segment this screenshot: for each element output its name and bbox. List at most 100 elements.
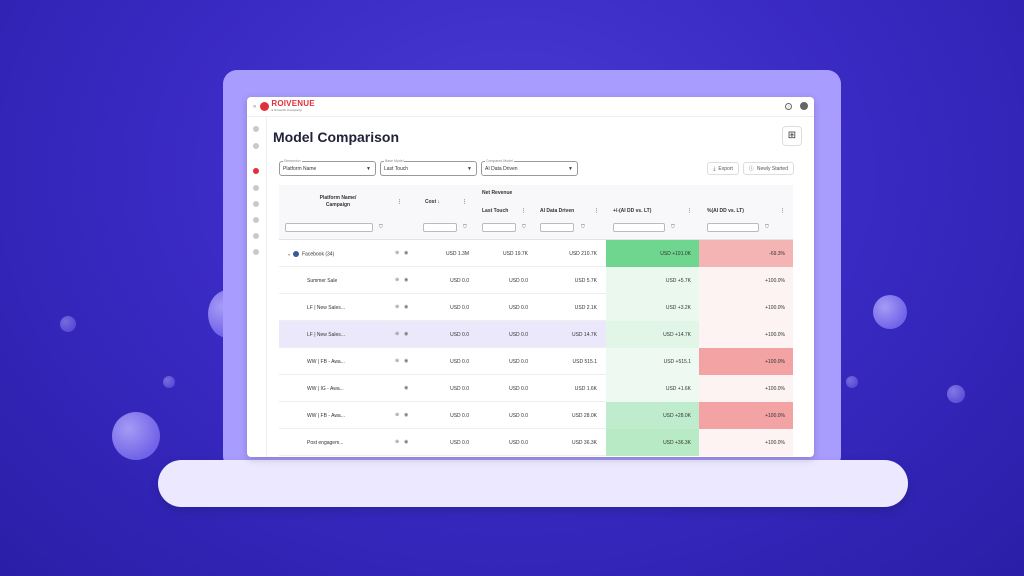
info-icon: ⓘ <box>748 166 754 172</box>
logo-icon <box>260 102 270 111</box>
newly-started-button[interactable]: ⓘ Newly Started <box>742 162 794 175</box>
link-icon[interactable]: ⊕ <box>395 277 400 283</box>
last-touch-cell: USD 0.0 <box>509 332 528 338</box>
compared-model-select[interactable]: Compared Model AI Data Driven ▼ <box>481 159 578 176</box>
col-header-net-revenue: Net Revenue <box>482 190 513 196</box>
model-selectors: Dimension Platform Name ▼ Base Model Las… <box>279 159 578 176</box>
base-model-select[interactable]: Base Model Last Touch ▼ <box>380 159 477 176</box>
table-row[interactable]: Summer Sale ⊕ ◉ USD 0.0 USD 0.0 USD 5.7K… <box>279 267 793 294</box>
filter-input-platform[interactable] <box>285 223 373 232</box>
table-row[interactable]: LF | New Sales... ⊕ ◉ USD 0.0 USD 0.0 US… <box>279 321 793 348</box>
filter-icon[interactable]: ⛉ <box>765 224 769 230</box>
filter-icon[interactable]: ⛉ <box>671 224 675 230</box>
sidebar-item-icon[interactable] <box>253 168 259 174</box>
last-touch-cell: USD 0.0 <box>509 359 528 365</box>
sidebar-item-icon[interactable] <box>253 217 259 223</box>
pct-cell-bg <box>699 240 793 267</box>
sidebar-item-icon[interactable] <box>253 185 259 191</box>
link-icon[interactable]: ⊕ <box>395 304 400 310</box>
laptop-base <box>158 460 908 507</box>
export-button[interactable]: ⤓ Export <box>707 162 739 175</box>
row-name: Summer Sale <box>307 278 338 284</box>
col-header-pct[interactable]: %(AI DD vs. LT) <box>707 208 744 214</box>
view-icon[interactable]: ◉ <box>404 331 409 337</box>
column-menu-icon[interactable]: ⋮ <box>780 208 785 214</box>
cost-cell: USD 0.0 <box>450 359 469 365</box>
column-menu-icon[interactable]: ⋮ <box>687 208 692 214</box>
link-icon[interactable]: ⊕ <box>395 439 400 445</box>
link-icon[interactable]: ⊕ <box>395 358 400 364</box>
table-row[interactable]: Post engagem... ⊕ ◉ USD 0.0 USD 0.0 USD … <box>279 429 793 456</box>
link-icon[interactable]: ⊕ <box>395 331 400 337</box>
table-row[interactable]: WW | FB - Awa... ⊕ ◉ USD 0.0 USD 0.0 USD… <box>279 402 793 429</box>
filter-icon[interactable]: ⛉ <box>379 224 383 230</box>
filter-icon[interactable]: ⛉ <box>581 224 585 230</box>
column-menu-icon[interactable]: ⋮ <box>462 199 467 205</box>
column-menu-icon[interactable]: ⋮ <box>397 199 402 205</box>
view-icon[interactable]: ◉ <box>404 277 409 283</box>
filter-input-delta[interactable] <box>613 223 665 232</box>
filter-input-ai[interactable] <box>540 223 574 232</box>
view-icon[interactable]: ◉ <box>404 439 409 445</box>
help-icon[interactable]: ? <box>785 102 792 110</box>
col-header-last-touch[interactable]: Last Touch <box>482 208 509 214</box>
delta-cell-bg <box>606 321 699 348</box>
brand-logo[interactable]: ROIVENUE a Growth Company <box>260 99 315 114</box>
row-name: LF | New Sales... <box>307 305 345 311</box>
sidebar-item-icon[interactable] <box>253 201 259 207</box>
link-icon[interactable]: ⊕ <box>395 412 400 418</box>
link-icon[interactable]: ⊕ <box>395 250 400 256</box>
caret-down-icon: ▼ <box>467 166 472 172</box>
view-icon[interactable]: ◉ <box>404 358 409 364</box>
sidebar-item-icon[interactable] <box>253 249 259 255</box>
view-icon[interactable]: ◉ <box>404 412 409 418</box>
ai-cell: USD 1.6K <box>574 386 597 392</box>
bg-bubble <box>947 385 965 403</box>
bg-bubble <box>846 376 858 388</box>
pct-cell: +100.0% <box>765 278 785 284</box>
layout-settings-button[interactable]: ⊞ <box>782 126 802 146</box>
last-touch-cell: USD 0.0 <box>509 440 528 446</box>
row-name[interactable]: ⌄ Facebook (34) <box>287 251 335 258</box>
column-menu-icon[interactable]: ⋮ <box>521 208 526 214</box>
download-icon: ⤓ <box>713 165 716 172</box>
sidebar-item-icon[interactable] <box>253 143 259 149</box>
cost-cell: USD 1.3M <box>445 251 469 257</box>
sidebar-item-icon[interactable] <box>253 126 259 132</box>
table-row[interactable]: WW | IG - Awa... ◉ USD 0.0 USD 0.0 USD 1… <box>279 375 793 402</box>
chevron-down-icon[interactable]: ⌄ <box>287 251 292 258</box>
sidebar-item-icon[interactable] <box>253 233 259 239</box>
avatar[interactable] <box>800 102 808 110</box>
caret-down-icon: ▼ <box>568 166 573 172</box>
col-header-ai-data-driven[interactable]: AI Data Driven <box>540 208 575 214</box>
app-window: « ROIVENUE a Growth Company ? Model Comp… <box>247 97 814 457</box>
table-row[interactable]: ⌄ Facebook (34) ⊕ ◉ USD 1.3M USD 19.7K U… <box>279 240 793 267</box>
view-icon[interactable]: ◉ <box>404 385 409 391</box>
view-icon[interactable]: ◉ <box>404 304 409 310</box>
dimension-select[interactable]: Dimension Platform Name ▼ <box>279 159 376 176</box>
sidebar <box>247 117 267 457</box>
row-name: WW | IG - Awa... <box>307 386 344 392</box>
cost-cell: USD 0.0 <box>450 386 469 392</box>
table-row[interactable]: LF | New Sales... ⊕ ◉ USD 0.0 USD 0.0 US… <box>279 294 793 321</box>
table-row[interactable]: WW | FB - Awa... ⊕ ◉ USD 0.0 USD 0.0 USD… <box>279 348 793 375</box>
column-menu-icon[interactable]: ⋮ <box>594 208 599 214</box>
filter-icon[interactable]: ⛉ <box>522 224 526 230</box>
delta-cell: USD +1.6K <box>665 386 691 392</box>
col-header-cost[interactable]: Cost ↓ <box>425 199 441 205</box>
filter-input-pct[interactable] <box>707 223 759 232</box>
filter-icon[interactable]: ⛉ <box>463 224 467 230</box>
collapse-icon[interactable]: « <box>253 103 257 110</box>
cost-cell: USD 0.0 <box>450 440 469 446</box>
delta-cell-bg <box>606 267 699 294</box>
delta-cell-bg <box>606 429 699 456</box>
filter-input-last-touch[interactable] <box>482 223 516 232</box>
ai-cell: USD 210.7K <box>569 251 597 257</box>
view-icon[interactable]: ◉ <box>404 250 409 256</box>
col-header-delta[interactable]: +/-(AI DD vs. LT) <box>613 208 652 214</box>
delta-cell-bg <box>606 348 699 375</box>
col-header-platform[interactable]: Platform Name/ Campaign <box>319 195 357 208</box>
filter-input-cost[interactable] <box>423 223 457 232</box>
logo-subtitle: a Growth Company <box>271 107 303 112</box>
pct-cell-bg <box>699 402 793 429</box>
